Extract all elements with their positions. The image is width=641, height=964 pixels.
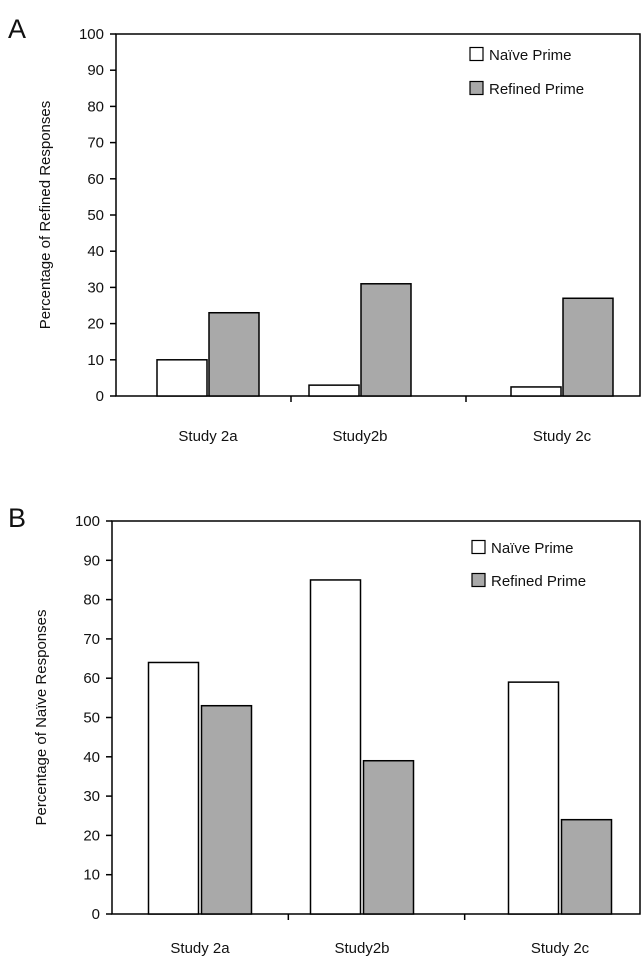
- bar-naive-prime-3: [510, 386, 562, 397]
- y-tick-label: 40: [83, 749, 100, 766]
- legend-swatch-refined-prime: [469, 80, 484, 96]
- legend-label: Naïve Prime: [491, 540, 574, 557]
- x-category-label: Study 2a: [170, 940, 230, 957]
- y-tick-label: 90: [83, 552, 100, 569]
- y-tick-label: 50: [87, 207, 104, 224]
- y-tick-label: 70: [87, 135, 104, 152]
- y-tick-label: 30: [83, 788, 100, 805]
- y-tick-label: 100: [75, 513, 100, 530]
- legend-swatch-naive-prime: [471, 539, 486, 555]
- y-tick-label: 0: [96, 388, 104, 405]
- y-tick-label: 40: [87, 243, 104, 260]
- legend-label: Naïve Prime: [489, 47, 572, 64]
- chart-panel-b: B 0 10 20 30 40 50 60 70 80 90 100 Study 2a Study2b St…: [8, 503, 641, 957]
- y-tick-label: 20: [87, 316, 104, 333]
- bar-refined-prime-2: [362, 759, 415, 915]
- panel-label: B: [8, 503, 26, 533]
- y-tick-label: 10: [83, 867, 100, 884]
- bar-refined-prime-2: [360, 283, 412, 397]
- y-tick-label: 50: [83, 710, 100, 727]
- legend-swatch-refined-prime: [471, 572, 486, 588]
- y-tick-label: 100: [79, 26, 104, 43]
- y-tick-label: 60: [87, 171, 104, 188]
- bar-naive-prime-3: [507, 681, 560, 915]
- bar-refined-prime-1: [200, 704, 253, 915]
- legend-label: Refined Prime: [491, 573, 586, 590]
- y-tick-label: 80: [87, 98, 104, 115]
- bar-naive-prime-1: [156, 359, 208, 397]
- bar-naive-prime-2: [309, 579, 362, 915]
- bar-refined-prime-3: [562, 297, 614, 397]
- chart-legend: Naïve Prime Refined Prime: [471, 539, 586, 590]
- x-category-label: Study 2c: [533, 428, 592, 445]
- y-tick-label: 60: [83, 670, 100, 687]
- y-axis-title: Percentage of Refined Responses: [37, 101, 54, 329]
- legend-swatch-naive-prime: [469, 46, 484, 62]
- bar-naive-prime-2: [308, 384, 360, 397]
- y-tick-label: 90: [87, 62, 104, 79]
- panel-label: A: [8, 14, 26, 44]
- y-axis-title: Percentage of Naïve Responses: [33, 610, 50, 826]
- y-tick-label: 70: [83, 631, 100, 648]
- x-category-label: Study 2c: [531, 940, 590, 957]
- x-category-label: Study2b: [332, 428, 387, 445]
- chart-panel-a: A 0 10 20 30 40 50 60 70 80 90 100 Study 2a Study2b St…: [8, 14, 641, 445]
- x-category-label: Study2b: [334, 940, 389, 957]
- bar-refined-prime-1: [208, 311, 260, 397]
- y-tick-label: 80: [83, 592, 100, 609]
- y-tick-label: 20: [83, 827, 100, 844]
- legend-label: Refined Prime: [489, 81, 584, 98]
- bar-refined-prime-3: [560, 818, 613, 915]
- chart-legend: Naïve Prime Refined Prime: [469, 46, 584, 98]
- y-tick-label: 0: [92, 906, 100, 923]
- y-tick-label: 10: [87, 352, 104, 369]
- x-category-label: Study 2a: [178, 428, 238, 445]
- bar-naive-prime-1: [147, 661, 200, 915]
- y-tick-label: 30: [87, 279, 104, 296]
